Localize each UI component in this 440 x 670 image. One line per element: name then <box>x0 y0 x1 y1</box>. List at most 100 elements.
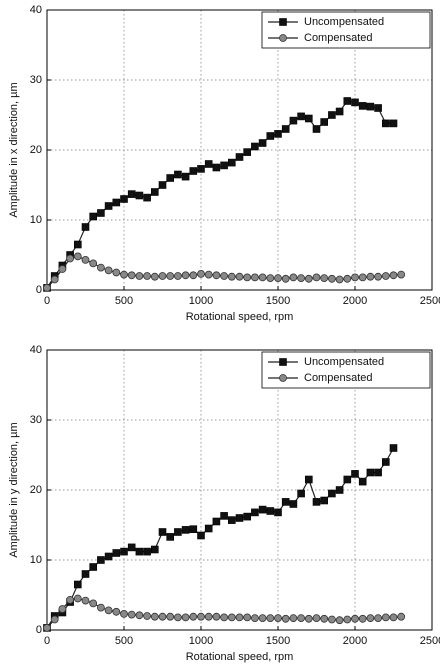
y-tick-label: 0 <box>36 624 42 636</box>
marker <box>112 607 121 616</box>
legend-box <box>261 351 431 389</box>
marker <box>304 274 313 283</box>
marker <box>158 181 167 189</box>
marker <box>81 255 90 264</box>
marker <box>235 514 244 522</box>
marker <box>274 614 282 622</box>
marker <box>381 272 390 280</box>
marker <box>297 274 306 283</box>
marker <box>227 272 236 281</box>
marker <box>104 552 113 561</box>
marker <box>189 525 198 534</box>
marker <box>127 271 136 280</box>
marker <box>304 475 313 484</box>
marker <box>220 613 229 622</box>
y-tick-label: 10 <box>30 554 42 566</box>
marker <box>289 273 298 282</box>
marker <box>343 97 352 105</box>
marker <box>289 614 298 622</box>
y-tick-label: 30 <box>30 74 42 86</box>
marker <box>281 614 290 623</box>
marker <box>212 163 221 172</box>
marker <box>227 613 236 622</box>
marker <box>243 148 251 156</box>
marker <box>50 615 59 624</box>
marker <box>120 195 128 203</box>
marker <box>181 172 190 181</box>
marker <box>81 223 90 231</box>
marker <box>358 614 367 623</box>
marker <box>173 272 182 280</box>
marker <box>312 614 321 622</box>
marker <box>281 498 290 506</box>
marker <box>366 468 375 477</box>
marker <box>166 272 175 280</box>
marker <box>50 275 59 284</box>
x-tick-label: 2000 <box>343 295 367 307</box>
marker <box>258 614 267 622</box>
marker <box>279 358 287 366</box>
legend-label: Compensated <box>304 32 373 44</box>
marker <box>104 606 113 615</box>
marker <box>74 240 82 249</box>
marker <box>243 273 252 282</box>
marker <box>381 613 390 622</box>
marker <box>351 614 359 623</box>
marker <box>266 132 275 140</box>
marker <box>174 528 182 536</box>
y-tick-label: 0 <box>36 284 42 296</box>
marker <box>335 616 344 625</box>
marker <box>58 265 67 273</box>
marker <box>251 142 259 151</box>
marker <box>235 613 244 622</box>
marker <box>158 272 167 280</box>
marker <box>89 212 97 221</box>
marker <box>228 516 236 524</box>
marker <box>97 603 105 612</box>
marker <box>97 556 105 564</box>
marker <box>104 266 113 275</box>
marker <box>189 612 198 621</box>
marker <box>389 119 398 128</box>
marker <box>43 624 51 632</box>
x-tick-label: 2000 <box>343 635 367 647</box>
y-axis-label: Amplitude in x direction, µm <box>8 82 20 217</box>
marker <box>166 612 175 621</box>
marker <box>181 613 190 622</box>
marker <box>235 272 244 281</box>
marker <box>120 270 128 279</box>
y-tick-label: 20 <box>30 144 42 156</box>
x-axis-label: Rotational speed, rpm <box>186 311 294 323</box>
legend-label: Uncompensated <box>304 356 384 368</box>
marker <box>343 475 352 484</box>
marker <box>374 614 383 622</box>
series-line <box>46 447 395 629</box>
marker <box>279 18 287 26</box>
marker <box>374 104 382 112</box>
series-line <box>46 100 394 289</box>
marker <box>197 165 205 173</box>
x-tick-label: 1500 <box>266 635 290 647</box>
marker <box>351 273 359 282</box>
marker <box>304 614 313 623</box>
marker <box>351 470 359 478</box>
marker <box>397 612 406 621</box>
marker <box>204 270 213 279</box>
marker <box>358 477 367 486</box>
marker <box>173 613 182 622</box>
marker <box>197 531 205 540</box>
marker <box>58 605 67 613</box>
marker <box>181 526 190 534</box>
x-tick-label: 0 <box>44 295 50 307</box>
marker <box>127 190 136 198</box>
marker <box>266 507 275 515</box>
marker <box>197 612 205 621</box>
marker <box>228 158 236 167</box>
marker <box>279 374 287 382</box>
x-tick-label: 500 <box>115 635 133 647</box>
marker <box>389 271 398 280</box>
marker <box>328 111 336 119</box>
marker <box>312 125 321 133</box>
marker <box>251 508 259 517</box>
